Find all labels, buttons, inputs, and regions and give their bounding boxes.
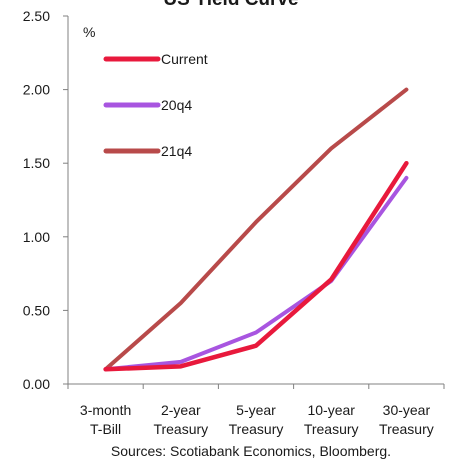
- series-line-20q4: [103, 175, 409, 372]
- x-tick-label: 30-year: [383, 402, 431, 418]
- series-line-21q4: [103, 87, 409, 372]
- y-tick-label: 1.00: [23, 229, 50, 245]
- series-line-current: [103, 160, 409, 372]
- chart-title: US Yield Curve: [163, 0, 298, 10]
- y-tick-label: 2.50: [23, 8, 50, 24]
- x-tick-label: 2-year: [161, 402, 201, 418]
- series-group: [103, 87, 409, 372]
- x-tick-label: 3-month: [80, 402, 131, 418]
- x-tick-label: Treasury: [229, 421, 284, 437]
- x-axis: 3-month T-Bill 2-year Treasury 5-year Treasur…: [67, 383, 445, 437]
- y-tick-label: 0.00: [23, 376, 50, 392]
- x-tick-label: 5-year: [236, 402, 276, 418]
- y-tick-label: 0.50: [23, 302, 50, 318]
- legend-label: 21q4: [161, 143, 192, 159]
- source-note: Sources: Scotiabank Economics, Bloomberg…: [111, 443, 391, 459]
- y-tick-label: 1.50: [23, 155, 50, 171]
- x-tick-label: Treasury: [379, 421, 434, 437]
- x-tick-label: T-Bill: [90, 421, 121, 437]
- legend-label: Current: [161, 51, 208, 67]
- legend-label: 20q4: [161, 97, 192, 113]
- legend: Current 20q4 21q4: [103, 51, 208, 159]
- y-tick-label: 2.00: [23, 82, 50, 98]
- x-tick-label: Treasury: [153, 421, 208, 437]
- y-axis: 0.00 0.50 1.00 1.50 2.00 2.50: [23, 8, 69, 392]
- x-tick-label: Treasury: [304, 421, 359, 437]
- x-tick-label: 10-year: [307, 402, 355, 418]
- y-axis-unit: %: [83, 24, 95, 40]
